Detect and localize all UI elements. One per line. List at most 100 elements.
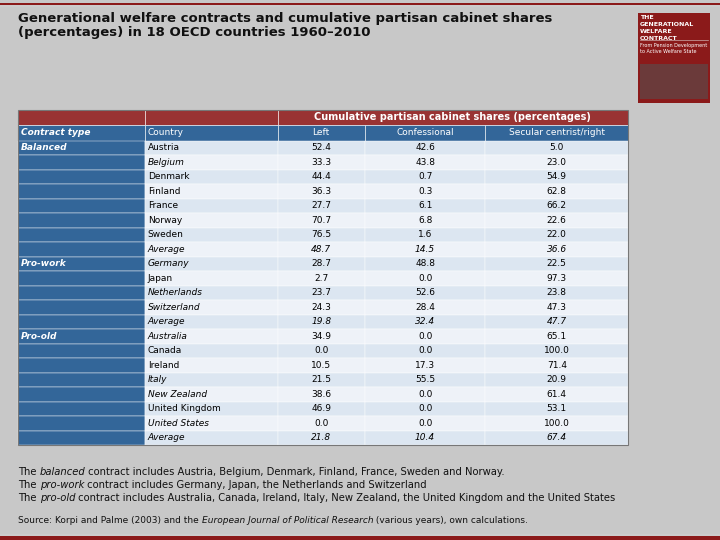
Bar <box>0 3 720 7</box>
Bar <box>18 430 145 445</box>
Bar <box>278 314 364 329</box>
Bar <box>145 110 278 125</box>
Bar <box>278 430 364 445</box>
Bar <box>278 271 364 286</box>
Bar <box>278 402 364 416</box>
Text: 6.8: 6.8 <box>418 216 432 225</box>
Bar <box>145 402 278 416</box>
Bar <box>364 358 485 373</box>
Bar <box>145 430 278 445</box>
Bar <box>0 535 720 540</box>
Text: Confessional: Confessional <box>396 128 454 137</box>
Text: 44.4: 44.4 <box>311 172 331 181</box>
Text: 61.4: 61.4 <box>546 390 567 399</box>
Bar <box>18 271 145 286</box>
Text: 0.0: 0.0 <box>418 404 432 413</box>
Bar <box>485 402 628 416</box>
Text: 32.4: 32.4 <box>415 317 435 326</box>
Bar <box>485 343 628 358</box>
Text: contract includes Australia, Canada, Ireland, Italy, New Zealand, the United Kin: contract includes Australia, Canada, Ire… <box>75 493 616 503</box>
Bar <box>278 110 628 125</box>
Text: pro-old: pro-old <box>40 493 75 503</box>
Bar <box>145 416 278 430</box>
Text: 76.5: 76.5 <box>311 230 331 239</box>
Bar <box>18 184 145 199</box>
Bar <box>364 314 485 329</box>
Text: United States: United States <box>148 418 209 428</box>
Bar <box>364 242 485 256</box>
Text: 46.9: 46.9 <box>311 404 331 413</box>
Text: France: France <box>148 201 178 210</box>
Text: 67.4: 67.4 <box>546 433 567 442</box>
Text: 100.0: 100.0 <box>544 346 570 355</box>
Text: 0.0: 0.0 <box>418 346 432 355</box>
Text: 62.8: 62.8 <box>546 187 567 195</box>
Text: 52.4: 52.4 <box>311 143 331 152</box>
Text: GENERATIONAL: GENERATIONAL <box>640 22 694 27</box>
Bar <box>278 227 364 242</box>
Text: 20.9: 20.9 <box>546 375 567 384</box>
Bar <box>485 213 628 227</box>
Bar <box>364 343 485 358</box>
Bar <box>278 155 364 170</box>
Text: 24.3: 24.3 <box>311 303 331 312</box>
Bar <box>18 300 145 314</box>
Bar <box>18 155 145 170</box>
Text: 0.0: 0.0 <box>314 346 328 355</box>
Bar <box>145 213 278 227</box>
Bar <box>278 329 364 343</box>
Bar <box>364 271 485 286</box>
Text: 36.3: 36.3 <box>311 187 331 195</box>
Bar <box>278 170 364 184</box>
Bar <box>145 170 278 184</box>
Text: The: The <box>18 493 40 503</box>
Text: 33.3: 33.3 <box>311 158 331 167</box>
Text: 34.9: 34.9 <box>311 332 331 341</box>
Bar <box>18 314 145 329</box>
Bar <box>278 184 364 199</box>
Bar <box>145 256 278 271</box>
Bar <box>18 358 145 373</box>
Text: (percentages) in 18 OECD countries 1960–2010: (percentages) in 18 OECD countries 1960–… <box>18 26 371 39</box>
Text: 5.0: 5.0 <box>549 143 564 152</box>
Text: 0.0: 0.0 <box>418 274 432 283</box>
Bar <box>278 343 364 358</box>
Text: 28.4: 28.4 <box>415 303 435 312</box>
Text: THE: THE <box>640 15 654 20</box>
Bar <box>145 199 278 213</box>
Text: United Kingdom: United Kingdom <box>148 404 220 413</box>
Bar <box>278 358 364 373</box>
Bar <box>485 430 628 445</box>
Bar <box>278 213 364 227</box>
Bar <box>278 286 364 300</box>
Text: Italy: Italy <box>148 375 167 384</box>
Text: Country: Country <box>148 128 184 137</box>
Text: 23.8: 23.8 <box>546 288 567 297</box>
Text: Source:: Source: <box>18 516 55 525</box>
Bar <box>18 329 145 343</box>
Text: Average: Average <box>148 317 185 326</box>
Bar <box>0 5 720 7</box>
Bar <box>485 227 628 242</box>
Text: 36.6: 36.6 <box>546 245 567 254</box>
Bar <box>485 329 628 343</box>
Bar <box>18 213 145 227</box>
Text: 53.1: 53.1 <box>546 404 567 413</box>
Text: 10.5: 10.5 <box>311 361 331 370</box>
Bar <box>485 140 628 155</box>
Bar <box>485 314 628 329</box>
Text: WELFARE: WELFARE <box>640 29 672 34</box>
Bar <box>18 227 145 242</box>
Text: to Active Welfare State: to Active Welfare State <box>640 49 696 54</box>
Text: 0.0: 0.0 <box>314 418 328 428</box>
Bar <box>364 387 485 402</box>
Text: Balanced: Balanced <box>21 143 68 152</box>
Text: 22.0: 22.0 <box>546 230 567 239</box>
Text: 22.6: 22.6 <box>546 216 567 225</box>
Text: Pro-old: Pro-old <box>21 332 58 341</box>
Bar <box>278 300 364 314</box>
Bar <box>485 300 628 314</box>
Text: 14.5: 14.5 <box>415 245 435 254</box>
Text: Contract type: Contract type <box>21 128 91 137</box>
Bar <box>364 373 485 387</box>
